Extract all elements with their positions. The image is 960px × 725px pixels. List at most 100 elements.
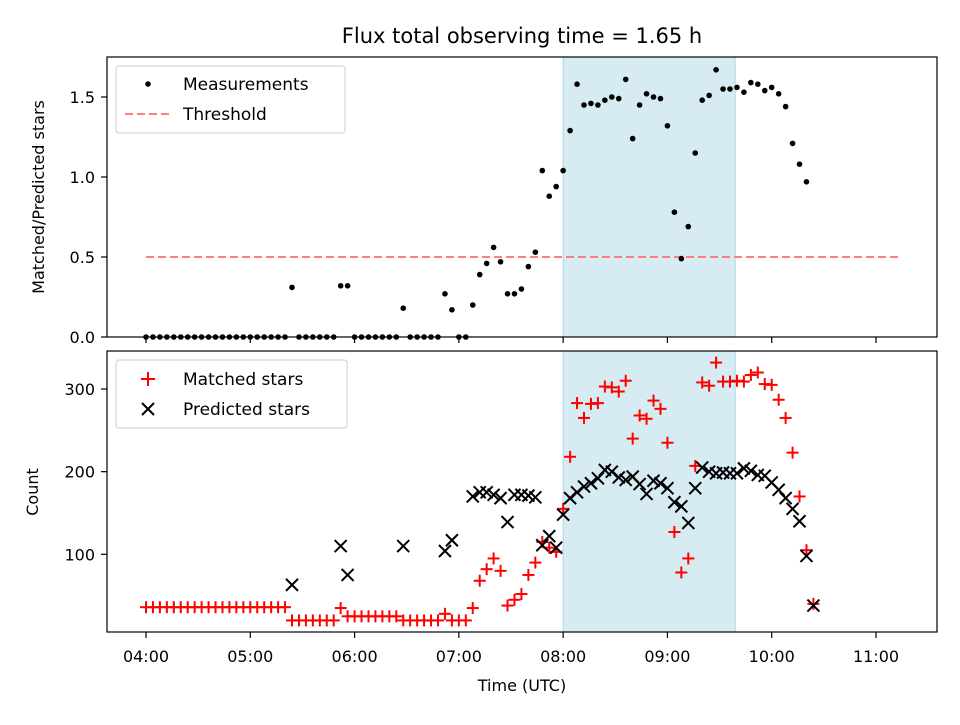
predicted-star-point [507, 488, 522, 502]
matched-star-point [675, 566, 688, 579]
matched-star-point [710, 356, 723, 369]
bottom-legend-box [115, 359, 348, 429]
predicted-star-point [493, 491, 508, 505]
x-tick-label: 05:00 [227, 647, 273, 666]
predicted-star-point [792, 514, 807, 528]
predicted-star-point [479, 485, 494, 500]
predicted-star-point [778, 491, 793, 505]
matched-stars-series [140, 356, 820, 627]
predicted-star-point [396, 539, 410, 553]
top-highlight-span [562, 56, 736, 338]
matched-star-point [466, 602, 479, 615]
bottom-y-tick-label: 200 [64, 463, 95, 482]
measurement-point [337, 283, 344, 289]
measurement-point [546, 193, 553, 199]
matched-star-point [529, 556, 542, 569]
matched-stars-legend-marker [141, 372, 155, 386]
predicted-star-point [285, 578, 299, 592]
measurement-point [553, 183, 559, 190]
measurement-point [615, 95, 622, 102]
matched-stars-legend-label: Matched stars [183, 370, 303, 390]
measurement-point [602, 97, 608, 103]
measurement-point [803, 179, 810, 185]
x-tick-label: 07:00 [436, 647, 482, 666]
matched-star-point [459, 614, 472, 627]
measurement-point [539, 167, 546, 174]
measurement-point [720, 86, 726, 92]
x-tick-label: 09:00 [644, 647, 690, 666]
matched-star-point [703, 379, 716, 392]
matched-star-point [744, 368, 757, 381]
predicted-star-point [653, 476, 668, 490]
observing-window-span [562, 56, 736, 338]
predicted-star-point [646, 474, 661, 488]
matched-star-point [668, 525, 681, 538]
predicted-star-point [528, 490, 543, 504]
matched-star-point [390, 610, 403, 623]
predicted-star-point [688, 481, 702, 495]
top-y-axis-label: Matched/Predicted stars [29, 100, 48, 294]
predicted-star-point [806, 598, 821, 613]
measurement-point [483, 260, 490, 267]
predicted-star-point [737, 461, 751, 476]
bottom-x-axis: 04:00 05:00 06:00 07:00 08:00 09:00 10:00 11:00 [123, 632, 899, 666]
matched-star-point [612, 385, 625, 398]
measurement-point [567, 127, 573, 134]
matched-star-point [654, 402, 667, 415]
measurement-point [650, 94, 657, 100]
predicted-star-point [577, 479, 591, 494]
predicted-star-point [500, 515, 515, 529]
measurement-point [511, 291, 518, 297]
measurement-point [581, 102, 587, 108]
measurement-point [685, 223, 692, 230]
measurement-point [636, 102, 643, 108]
matched-star-point [772, 393, 785, 406]
top-plot-frame [106, 56, 938, 338]
bottom-y-axis: 100 200 300 [64, 380, 107, 564]
predicted-star-point [785, 502, 800, 516]
measurement-point [629, 135, 636, 142]
measurement-point [713, 67, 719, 73]
measurement-point [782, 103, 789, 110]
matched-star-point [327, 614, 340, 627]
measurement-point [532, 249, 539, 255]
measurement-point [449, 307, 455, 313]
predicted-star-point [333, 539, 348, 553]
x-tick-label: 10:00 [749, 647, 795, 666]
matched-star-point [682, 552, 695, 565]
matched-star-point [661, 436, 674, 449]
measurement-point [289, 284, 295, 291]
measurement-point [588, 100, 594, 107]
matched-star-point [779, 411, 792, 424]
matched-star-point [522, 568, 535, 581]
predicted-stars-legend-marker [141, 402, 155, 416]
predicted-star-point [535, 538, 549, 552]
matched-star-point [480, 563, 493, 576]
matched-star-point [564, 450, 577, 463]
top-x-axis [145, 337, 877, 343]
measurement-point [595, 102, 601, 108]
predicted-star-point [486, 488, 501, 502]
top-y-axis: 0.0 0.5 1.0 1.5 [70, 88, 107, 347]
measurement-point [504, 291, 511, 297]
measurement-point [497, 259, 504, 265]
measurement-point [671, 209, 678, 215]
matched-star-point [626, 432, 639, 445]
predicted-star-point [438, 544, 452, 558]
measurement-point [741, 89, 747, 95]
bottom-plot-frame [106, 350, 938, 633]
measurement-point [734, 84, 740, 91]
measurements-legend-marker [145, 81, 151, 87]
top-y-tick-label: 0.5 [70, 248, 95, 267]
predicted-star-point [730, 466, 744, 481]
threshold-legend-label: Threshold [182, 105, 267, 125]
measurement-point [622, 76, 629, 83]
matched-star-point [647, 394, 660, 407]
matched-star-point [432, 614, 444, 627]
measurement-point [476, 271, 483, 278]
predicted-stars-legend-label: Predicted stars [183, 400, 310, 420]
matched-star-point [515, 587, 528, 600]
measurement-point [761, 87, 768, 94]
predicted-star-point [674, 499, 689, 514]
